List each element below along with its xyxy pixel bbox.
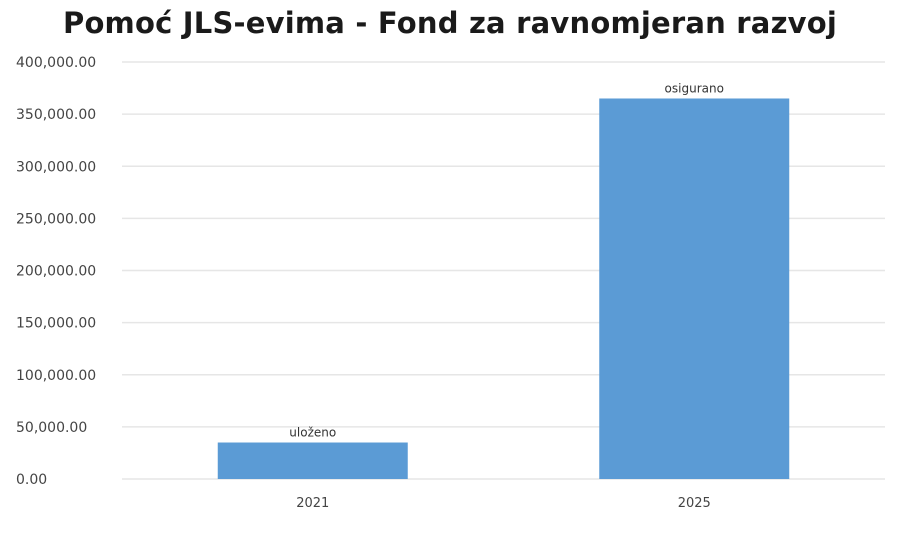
chart-title: Pomoć JLS-evima - Fond za ravnomjeran ra… [62, 6, 838, 40]
y-tick-label: 200,000.00 [16, 264, 96, 280]
x-tick-label: 2021 [296, 496, 329, 511]
y-tick-label: 300,000.00 [16, 159, 96, 175]
y-tick-label: 350,000.00 [16, 107, 96, 123]
y-tick-label: 150,000.00 [16, 316, 96, 332]
bar [217, 442, 408, 479]
data-label: uloženo [289, 426, 336, 440]
bar [599, 98, 790, 480]
y-tick-label: 100,000.00 [16, 368, 96, 384]
y-tick-label: 400,000.00 [16, 55, 96, 71]
data-label: osigurano [665, 81, 724, 95]
y-tick-label: 250,000.00 [16, 211, 96, 227]
y-tick-label: 50,000.00 [16, 420, 87, 436]
y-tick-label: 0.00 [16, 472, 47, 488]
x-tick-label: 2025 [678, 496, 711, 511]
